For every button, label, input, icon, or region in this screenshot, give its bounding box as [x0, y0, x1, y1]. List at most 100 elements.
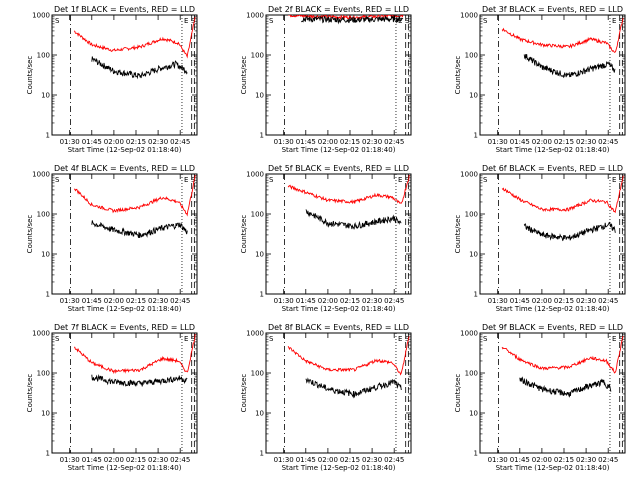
x-tick-label: 02:15 [554, 138, 574, 146]
marker-label: S [405, 335, 410, 343]
x-tick-label: 02:00 [318, 297, 338, 305]
lld-series-line [74, 333, 196, 375]
y-tick-label: 10 [41, 410, 50, 418]
events-series-line [91, 56, 188, 80]
x-tick-label: 01:30 [60, 456, 80, 464]
y-tick-label: 1000 [460, 12, 478, 20]
marker-label: S [269, 335, 274, 343]
y-tick-label: 1 [46, 450, 50, 458]
marker-label: S [191, 335, 196, 343]
x-tick-label: 02:00 [318, 138, 338, 146]
x-tick-label: 01:45 [296, 456, 316, 464]
x-tick-label: 02:00 [104, 456, 124, 464]
x-tick-label: 02:15 [340, 138, 360, 146]
y-tick-label: 10 [41, 92, 50, 100]
x-tick-label: 02:45 [170, 456, 190, 464]
marker-label: E [184, 176, 188, 184]
plot-frame [51, 173, 198, 295]
marker-label: S [619, 17, 624, 25]
lld-series-line [501, 175, 624, 214]
lld-series-line [287, 174, 410, 205]
y-tick-label: 1000 [460, 330, 478, 338]
panel-title: Det 1f BLACK = Events, RED = LLD [54, 5, 195, 14]
plot-frame [479, 332, 626, 454]
x-tick-label: 02:30 [362, 297, 382, 305]
x-tick-label: 01:30 [274, 297, 294, 305]
y-tick-label: 1 [46, 132, 50, 140]
panel-title: Det 9f BLACK = Events, RED = LLD [482, 323, 623, 332]
y-tick-label: 1 [260, 132, 264, 140]
marker-label: E [184, 335, 188, 343]
y-axis-label: Counts/sec [26, 215, 34, 254]
x-tick-label: 01:45 [82, 138, 102, 146]
x-tick-label: 02:15 [340, 297, 360, 305]
detector-panel: Det 3f BLACK = Events, RED = LLD 1 10 100 10… [454, 5, 626, 154]
x-axis-label: Start Time (12-Sep-02 01:18:40) [68, 146, 182, 154]
marker-label: E [612, 335, 616, 343]
events-series-line [91, 220, 188, 238]
x-axis-label: Start Time (12-Sep-02 01:18:40) [282, 305, 396, 313]
marker-label: S [619, 176, 624, 184]
panel-title: Det 4f BLACK = Events, RED = LLD [54, 164, 195, 173]
x-tick-label: 02:00 [532, 456, 552, 464]
y-tick-label: 1 [474, 450, 478, 458]
x-tick-label: 02:30 [362, 456, 382, 464]
lld-series-line [74, 174, 196, 217]
lld-series-line [287, 336, 410, 376]
x-tick-label: 02:00 [532, 138, 552, 146]
lld-series-line [73, 16, 196, 59]
marker-label: E [612, 17, 616, 25]
plot-frame [479, 173, 626, 295]
y-axis-label: Counts/sec [454, 215, 462, 254]
y-tick-label: 100 [251, 211, 264, 219]
marker-label: S [483, 335, 488, 343]
marker-label: S [405, 176, 410, 184]
panel-title: Det 6f BLACK = Events, RED = LLD [482, 164, 623, 173]
y-tick-label: 10 [41, 251, 50, 259]
detector-panel: Det 6f BLACK = Events, RED = LLD 1 10 100 10… [454, 164, 626, 313]
plot-frame [51, 14, 198, 136]
x-axis-label: Start Time (12-Sep-02 01:18:40) [496, 464, 610, 472]
events-series-line [91, 374, 188, 387]
x-axis-label: Start Time (12-Sep-02 01:18:40) [68, 464, 182, 472]
x-axis-label: Start Time (12-Sep-02 01:18:40) [496, 305, 610, 313]
x-tick-label: 01:30 [60, 297, 80, 305]
marker-label: E [398, 176, 402, 184]
x-tick-label: 02:00 [104, 297, 124, 305]
lld-series-line [501, 335, 624, 374]
events-series-line [305, 377, 402, 399]
x-tick-label: 02:00 [104, 138, 124, 146]
events-series-line [523, 54, 616, 79]
detector-panel: Det 7f BLACK = Events, RED = LLD 1 10 100 10… [26, 323, 198, 472]
marker-label: S [55, 17, 60, 25]
x-tick-label: 02:30 [148, 456, 168, 464]
x-tick-label: 02:45 [598, 297, 618, 305]
x-tick-label: 02:30 [148, 138, 168, 146]
y-tick-label: 100 [251, 52, 264, 60]
x-tick-label: 01:45 [296, 297, 316, 305]
x-tick-label: 01:30 [60, 138, 80, 146]
y-tick-label: 1000 [32, 12, 50, 20]
x-axis-label: Start Time (12-Sep-02 01:18:40) [282, 146, 396, 154]
x-tick-label: 02:45 [384, 456, 404, 464]
y-tick-label: 1 [46, 291, 50, 299]
y-axis-label: Counts/sec [26, 374, 34, 413]
detector-panel: Det 2f BLACK = Events, RED = LLD 1 10 100 10… [240, 5, 412, 154]
marker-label: E [398, 335, 402, 343]
x-tick-label: 01:45 [510, 456, 530, 464]
marker-label: S [619, 335, 624, 343]
marker-label: E [184, 17, 188, 25]
x-axis-label: Start Time (12-Sep-02 01:18:40) [68, 305, 182, 313]
lld-series-line [501, 17, 624, 53]
panel-title: Det 8f BLACK = Events, RED = LLD [268, 323, 409, 332]
panel-title: Det 5f BLACK = Events, RED = LLD [268, 164, 409, 173]
x-tick-label: 02:00 [318, 456, 338, 464]
y-tick-label: 1000 [460, 171, 478, 179]
plot-frame [51, 332, 198, 454]
plot-frame [265, 332, 412, 454]
x-tick-label: 01:45 [510, 138, 530, 146]
y-tick-label: 1 [474, 132, 478, 140]
panel-title: Det 7f BLACK = Events, RED = LLD [54, 323, 195, 332]
y-tick-label: 1 [260, 291, 264, 299]
